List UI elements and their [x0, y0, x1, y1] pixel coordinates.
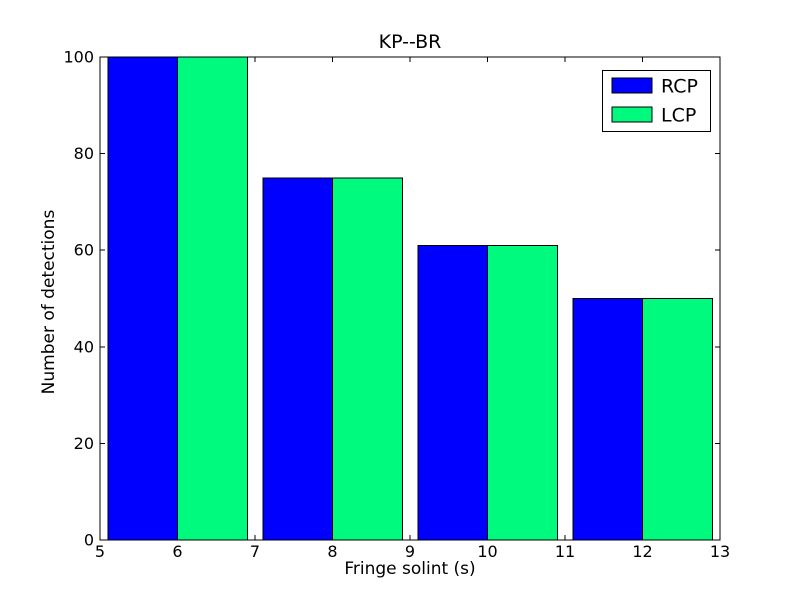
y-tick-label: 80 — [74, 144, 94, 163]
bar-rcp-8 — [262, 177, 333, 541]
legend-label-lcp: LCP — [661, 105, 696, 127]
x-tick-label: 12 — [632, 542, 652, 561]
bar-lcp-8 — [332, 177, 403, 541]
x-tick-label: 6 — [172, 542, 182, 561]
bar-lcp-6 — [177, 56, 248, 541]
x-tick-label: 13 — [710, 542, 730, 561]
x-tick-label: 8 — [327, 542, 337, 561]
x-tick-label: 10 — [477, 542, 497, 561]
x-tick-label: 5 — [95, 542, 105, 561]
x-tick-label: 11 — [555, 542, 575, 561]
bar-lcp-10 — [487, 244, 558, 541]
y-axis-label: Number of detections — [39, 209, 59, 395]
bar-rcp-12 — [572, 298, 643, 541]
y-tick-label: 40 — [74, 337, 94, 356]
legend-label-rcp: RCP — [661, 76, 698, 98]
y-tick-label: 20 — [74, 434, 94, 453]
x-tick-label: 7 — [250, 542, 260, 561]
bar-rcp-10 — [417, 244, 488, 541]
x-tick-label: 9 — [405, 542, 415, 561]
chart-title: KP--BR — [378, 31, 442, 53]
bar-rcp-6 — [107, 56, 178, 541]
y-tick-label: 0 — [84, 531, 94, 550]
legend-swatch-lcp — [611, 106, 653, 123]
y-tick-label: 60 — [74, 241, 94, 260]
y-tick-label: 100 — [63, 48, 94, 67]
x-axis-label: Fringe solint (s) — [344, 559, 476, 579]
legend-swatch-rcp — [611, 77, 653, 94]
bar-lcp-12 — [642, 298, 713, 541]
